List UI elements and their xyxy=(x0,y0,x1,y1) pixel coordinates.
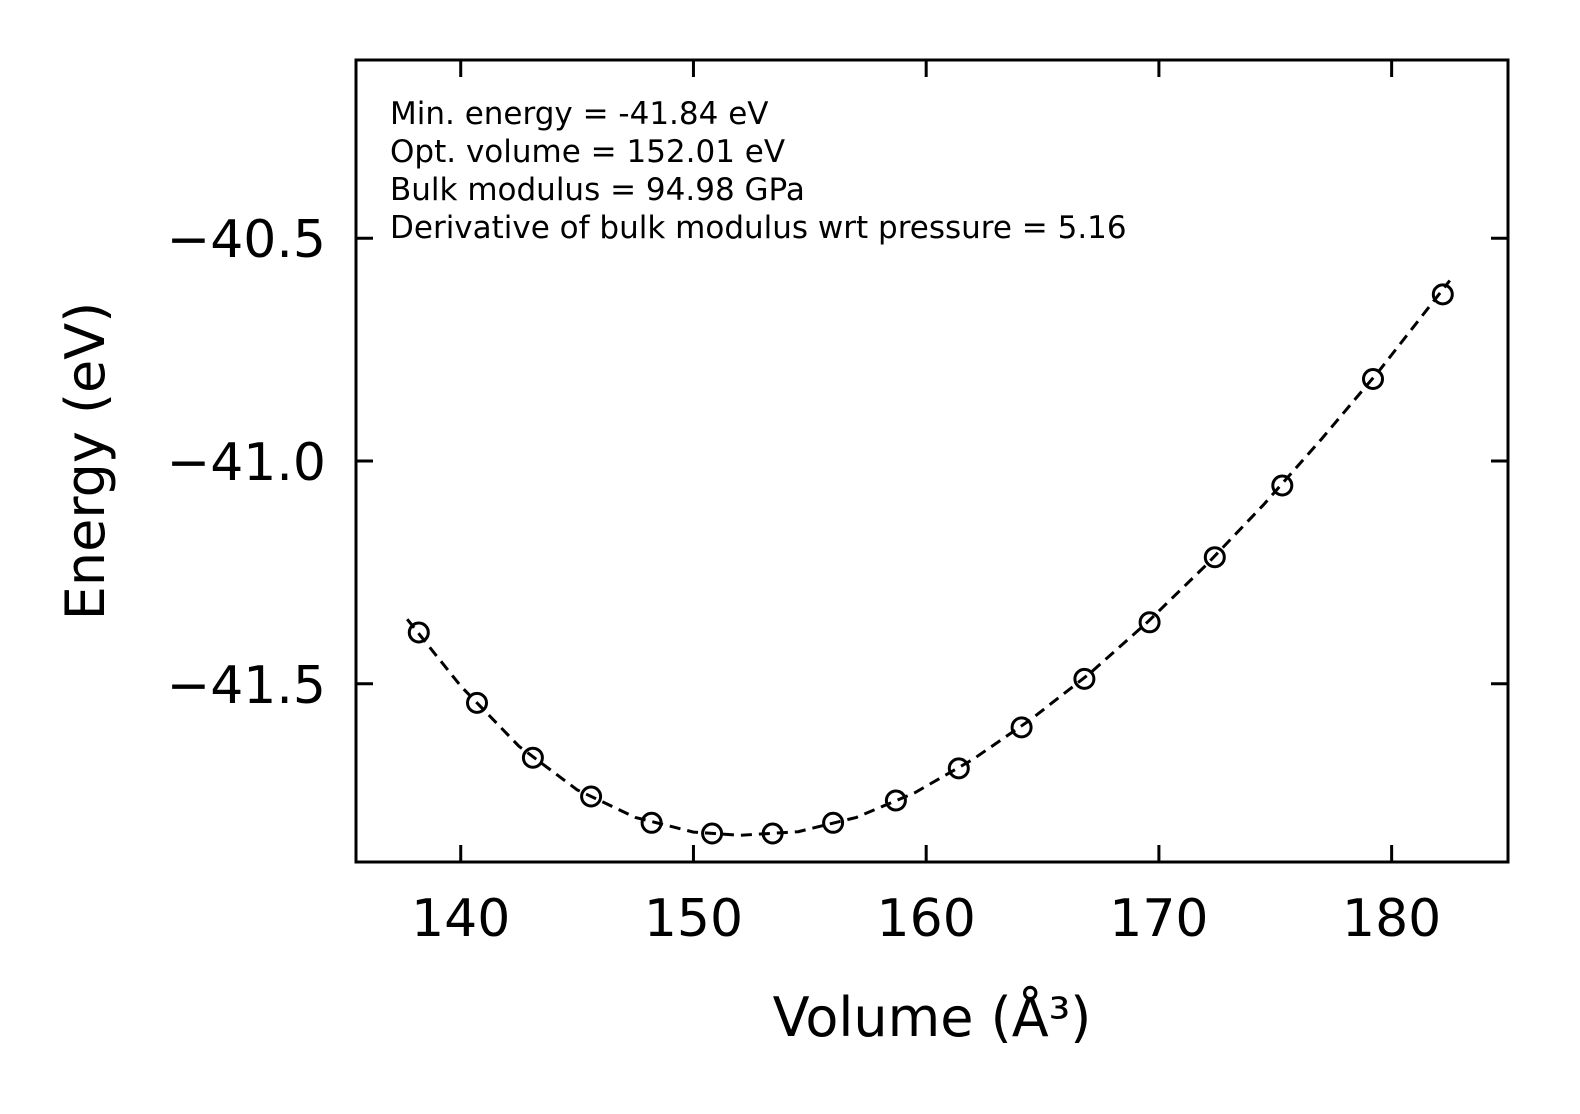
x-tick-label: 170 xyxy=(1109,889,1208,949)
x-tick-label: 180 xyxy=(1342,889,1441,949)
fit-line xyxy=(406,279,1451,837)
fit-curve-layer xyxy=(406,279,1451,837)
x-tick-label: 160 xyxy=(877,889,976,949)
tick-layer: 140 150 160 170 180 −41.5 −41.0 −40.5 xyxy=(167,60,1508,949)
annotation-opt-volume: Opt. volume = 152.01 eV xyxy=(390,134,785,170)
y-tick-label: −41.0 xyxy=(167,433,326,493)
y-axis-label: Energy (eV) xyxy=(54,302,117,621)
data-point xyxy=(407,621,430,644)
marker-layer xyxy=(407,283,1454,845)
data-point xyxy=(1362,368,1384,390)
x-axis-label: Volume (Å³) xyxy=(773,985,1092,1049)
annotation-bulk-modulus-derivative: Derivative of bulk modulus wrt pressure … xyxy=(390,210,1127,246)
data-point xyxy=(822,811,845,834)
data-point xyxy=(1431,283,1454,306)
x-tick-label: 150 xyxy=(644,889,743,949)
data-point xyxy=(947,757,970,780)
annotation-box: Min. energy = -41.84 eV Opt. volume = 15… xyxy=(390,96,1127,246)
data-point xyxy=(761,822,784,845)
data-point xyxy=(884,789,907,812)
data-point xyxy=(466,691,488,714)
data-point xyxy=(521,746,544,769)
y-tick-label: −40.5 xyxy=(167,210,326,270)
data-point xyxy=(1138,611,1161,634)
annotation-bulk-modulus: Bulk modulus = 94.98 GPa xyxy=(390,172,805,208)
x-tick-label: 140 xyxy=(411,889,510,949)
data-point xyxy=(701,822,724,845)
data-point xyxy=(580,785,603,808)
data-point xyxy=(1271,474,1294,497)
data-point xyxy=(640,811,663,834)
data-point xyxy=(1073,667,1096,690)
y-tick-label: −41.5 xyxy=(167,656,326,716)
data-point xyxy=(1010,716,1033,739)
data-point xyxy=(1203,546,1226,569)
annotation-min-energy: Min. energy = -41.84 eV xyxy=(390,96,768,132)
